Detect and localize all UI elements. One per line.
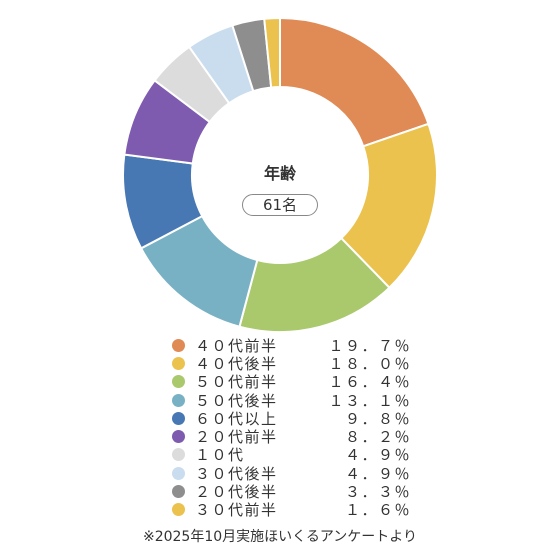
legend-value: １３．１％: [328, 391, 411, 410]
legend-item: ４０代後半 １８．０％: [172, 354, 412, 373]
legend-label: ２０代前半: [195, 428, 278, 447]
donut-slice: [339, 122, 438, 290]
legend-item: ４０代前半 １９．７％: [172, 336, 412, 355]
legend-value: ４．９％: [344, 446, 411, 465]
legend-color-dot: [172, 338, 185, 352]
legend-value: ９．８％: [344, 409, 411, 428]
legend-item: ２０代前半 ８．２％: [172, 427, 412, 447]
legend-color-dot: [172, 448, 185, 462]
legend-label: １０代: [195, 446, 245, 465]
legend-value: １６．４％: [328, 373, 411, 392]
legend-label: ４０代後半: [195, 354, 278, 373]
legend-color-dot: [172, 466, 185, 480]
legend-label: ４０代前半: [195, 336, 278, 355]
legend-label: ６０代以上: [195, 409, 278, 428]
legend-label: ３０代後半: [195, 464, 278, 483]
chart-title: 年齢: [263, 164, 296, 183]
donut-slice: [263, 16, 281, 89]
legend-label: ５０代後半: [195, 391, 278, 410]
legend-label: ３０代前半: [195, 501, 278, 520]
legend-item: ６０代以上 ９．８％: [172, 409, 412, 428]
legend-label: ５０代前半: [195, 373, 278, 392]
chart-legend: ４０代前半 １９．７％ ４０代後半 １８．０％ ５０代前半 １６．４％ ５０代後半 １３．１％…: [172, 336, 412, 519]
legend-item: ５０代後半 １３．１％: [172, 391, 412, 410]
legend-color-dot: [172, 430, 185, 444]
legend-value: １８．０％: [328, 354, 411, 373]
legend-color-dot: [172, 356, 185, 370]
legend-item: ３０代後半 ４．９％: [172, 464, 412, 483]
legend-item: ５０代前半 １６．４％: [172, 373, 412, 391]
legend-value: １．６％: [344, 501, 411, 520]
legend-color-dot: [172, 393, 185, 407]
legend-color-dot: [172, 375, 185, 389]
legend-color-dot: [172, 503, 185, 517]
legend-value: １９．７％: [328, 336, 411, 355]
donut-slice: [279, 16, 430, 148]
respondent-count-badge: 61名: [242, 194, 318, 216]
legend-item: ２０代後半 ３．３％: [172, 482, 412, 502]
legend-label: ２０代後半: [195, 483, 278, 502]
legend-value: ８．２％: [344, 428, 411, 447]
legend-color-dot: [172, 485, 185, 499]
legend-item: ３０代前半 １．６％: [172, 501, 412, 519]
legend-value: ４．９％: [344, 464, 411, 483]
legend-item: １０代 ４．９％: [172, 446, 412, 464]
footnote: ※2025年10月実施ほいくるアンケートより: [142, 529, 418, 545]
legend-color-dot: [172, 411, 185, 425]
legend-value: ３．３％: [344, 483, 411, 502]
